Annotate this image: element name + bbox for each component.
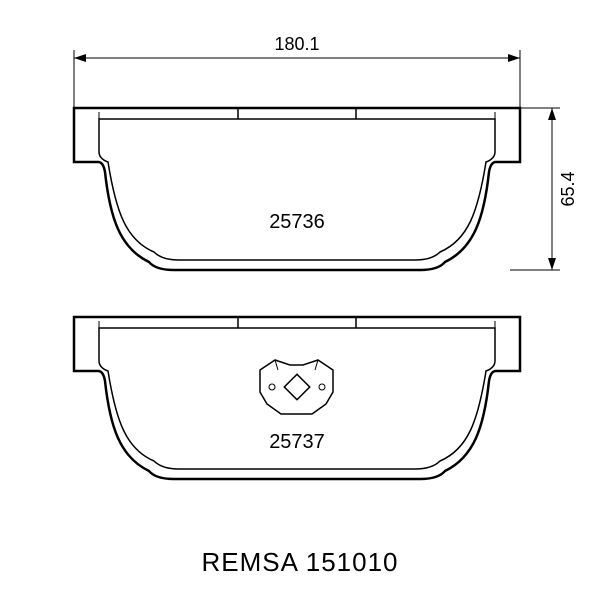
height-dim-label: 65.4: [558, 171, 578, 206]
top-pad-part-number: 25736: [269, 211, 325, 233]
bottom-pad-part-number: 25737: [269, 431, 325, 453]
brand-label: REMSA: [201, 547, 297, 577]
brake-pad-diagram: 180.1 65.4 25736: [0, 0, 600, 600]
bottom-brake-pad: 25737: [74, 317, 520, 479]
center-clip: [260, 360, 333, 414]
product-code: 151010: [306, 547, 399, 577]
width-dimension: 180.1: [74, 34, 520, 108]
top-brake-pad: 25736: [74, 108, 520, 270]
width-dim-label: 180.1: [274, 34, 319, 54]
footer: REMSA 151010: [0, 547, 600, 578]
diagram-svg: 180.1 65.4 25736: [0, 0, 600, 600]
